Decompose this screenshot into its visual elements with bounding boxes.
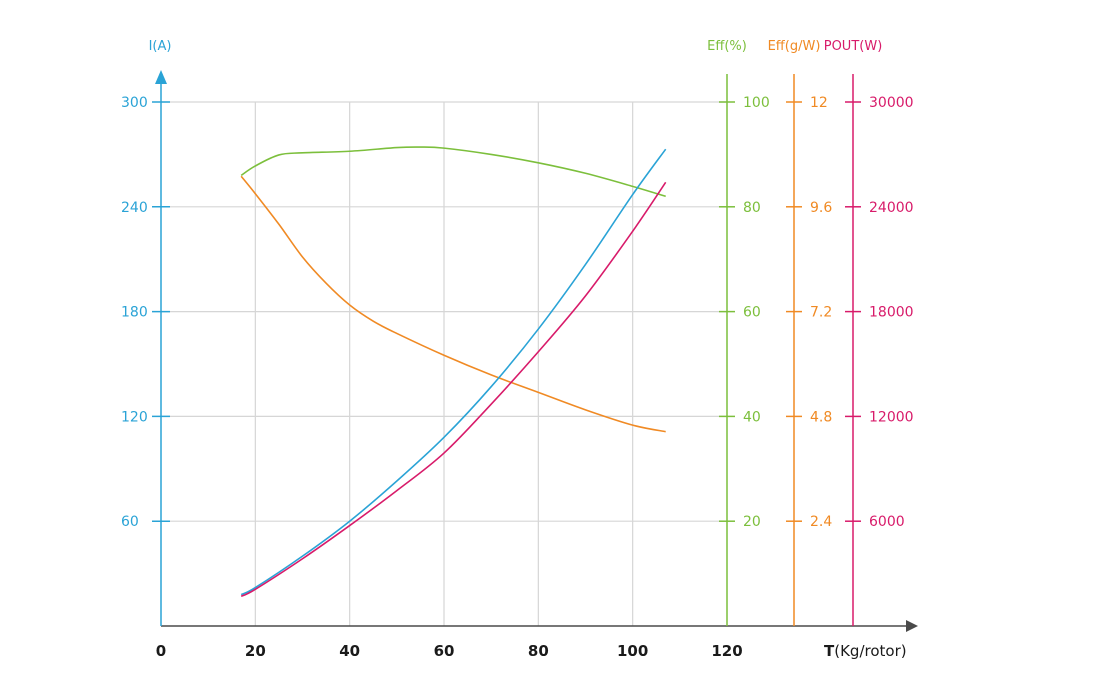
x-tick-label: 0 <box>156 642 166 660</box>
series-line-pout <box>240 181 667 598</box>
x-axis-title-unit: (Kg/rotor) <box>834 642 906 660</box>
y-tick-label-eff_gw: 2.4 <box>810 514 832 530</box>
y-axis-title-current: I(A) <box>149 39 172 54</box>
y-axis-title-eff_pct: Eff(%) <box>707 39 747 54</box>
x-axis-arrow <box>906 620 918 632</box>
series-line-current <box>240 148 667 596</box>
x-tick-label: 60 <box>434 642 455 660</box>
y-tick-label-pout: 18000 <box>869 305 914 321</box>
y-tick-label-current: 300 <box>121 95 148 111</box>
x-tick-label: 100 <box>617 642 648 660</box>
y-axis-title-pout: POUT(W) <box>824 39 883 54</box>
x-tick-label: 40 <box>339 642 360 660</box>
x-axis-title: T(Kg/rotor) <box>824 642 907 660</box>
y-axis-arrow-current <box>155 70 167 84</box>
y-tick-label-current: 180 <box>121 305 148 321</box>
series-line-eff_gw <box>240 175 666 433</box>
x-tick-label: 20 <box>245 642 266 660</box>
y-tick-label-pout: 24000 <box>869 200 914 216</box>
y-tick-label-eff_pct: 60 <box>743 305 761 321</box>
series-lines <box>240 146 667 598</box>
y-tick-label-eff_gw: 7.2 <box>810 305 832 321</box>
gridlines <box>161 101 727 626</box>
y-tick-label-pout: 30000 <box>869 95 914 111</box>
y-tick-label-current: 120 <box>121 409 148 425</box>
axes: 0 20 40 60 80 100 120 T(Kg/rotor) I(A) 60 120 180 24… <box>121 39 918 660</box>
y-tick-label-current: 240 <box>121 200 148 216</box>
y-tick-label-current: 60 <box>121 514 139 530</box>
y-tick-label-eff_pct: 40 <box>743 409 761 425</box>
y-tick-label-pout: 12000 <box>869 409 914 425</box>
y-axis-title-eff_gw: Eff(g/W) <box>768 39 821 54</box>
y-tick-label-eff_gw: 4.8 <box>810 409 832 425</box>
y-tick-label-eff_pct: 80 <box>743 200 761 216</box>
series-line-eff_pct <box>240 146 666 198</box>
x-axis-title-symbol: T <box>824 642 835 660</box>
x-tick-label: 80 <box>528 642 549 660</box>
y-tick-label-pout: 6000 <box>869 514 905 530</box>
y-tick-label-eff_pct: 100 <box>743 95 770 111</box>
y-tick-label-eff_gw: 9.6 <box>810 200 832 216</box>
x-tick-label: 120 <box>711 642 742 660</box>
y-tick-label-eff_pct: 20 <box>743 514 761 530</box>
y-tick-label-eff_gw: 12 <box>810 95 828 111</box>
